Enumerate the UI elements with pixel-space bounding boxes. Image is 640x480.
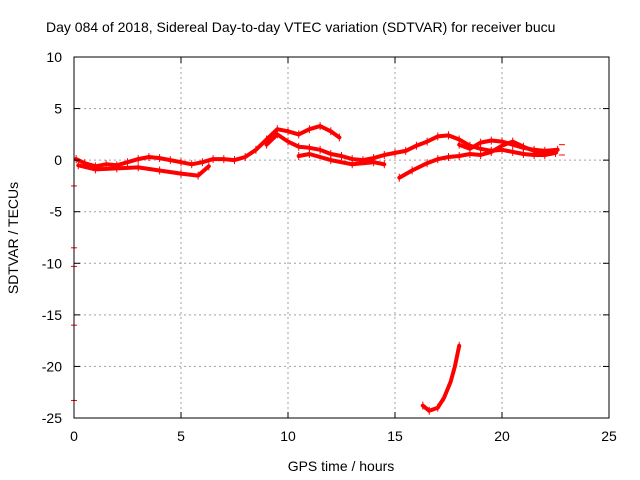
x-tick-label: 20 [494,428,510,444]
data-layer [71,122,565,415]
series-trace-6 [457,138,560,153]
series-trace-3 [264,132,558,163]
grid-layer [74,57,609,418]
x-tick-label: 15 [387,428,403,444]
y-axis-label: SDTVAR / TECUs [5,182,21,294]
x-tick-label: 10 [280,428,296,444]
y-tick-label: -5 [50,204,63,220]
chart-title: Day 084 of 2018, Sidereal Day-to-day VTE… [46,19,555,35]
series-trace-7 [420,343,462,413]
y-tick-label: -25 [42,410,62,426]
y-tick-label: 5 [54,101,62,117]
y-tick-label: -10 [42,255,62,271]
x-tick-label: 25 [601,428,617,444]
x-tick-label: 5 [177,428,185,444]
x-axis-label: GPS time / hours [288,458,395,474]
series-trace-2 [76,163,211,178]
series-trace-4 [296,152,387,167]
y-tick-label: 10 [46,49,62,65]
x-tick-label: 0 [70,428,78,444]
y-tick-label: -20 [42,358,62,374]
y-tick-label: 0 [54,152,62,168]
y-tick-label: -15 [42,307,62,323]
series-trace-1 [74,124,342,169]
tick-layer: 0 5 10 15 20 25 -25 -20 -15 -10 -5 0 5 10 [42,49,617,444]
plot-frame [73,56,610,419]
